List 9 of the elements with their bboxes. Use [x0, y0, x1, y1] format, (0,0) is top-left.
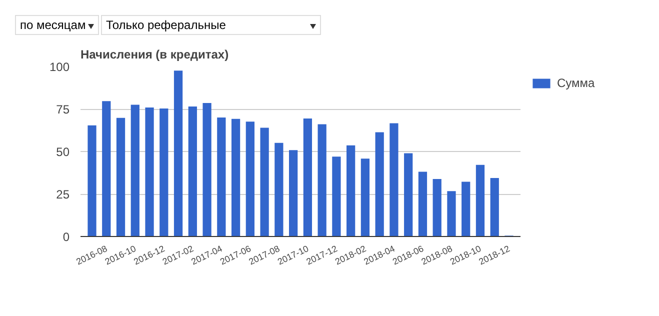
text: Только реферальные — [101, 15, 321, 35]
y-tick-label: 0 — [62, 230, 70, 244]
y-tick-label: 75 — [56, 102, 70, 116]
y-tick-label: 25 — [56, 188, 70, 202]
chart-title: Начисления (в кредитах) — [80, 48, 229, 62]
y-tick-label: 100 — [49, 60, 70, 74]
text: по месяцам — [15, 15, 99, 35]
legend-label: Сумма — [557, 76, 595, 90]
y-tick-label: 50 — [56, 145, 70, 159]
